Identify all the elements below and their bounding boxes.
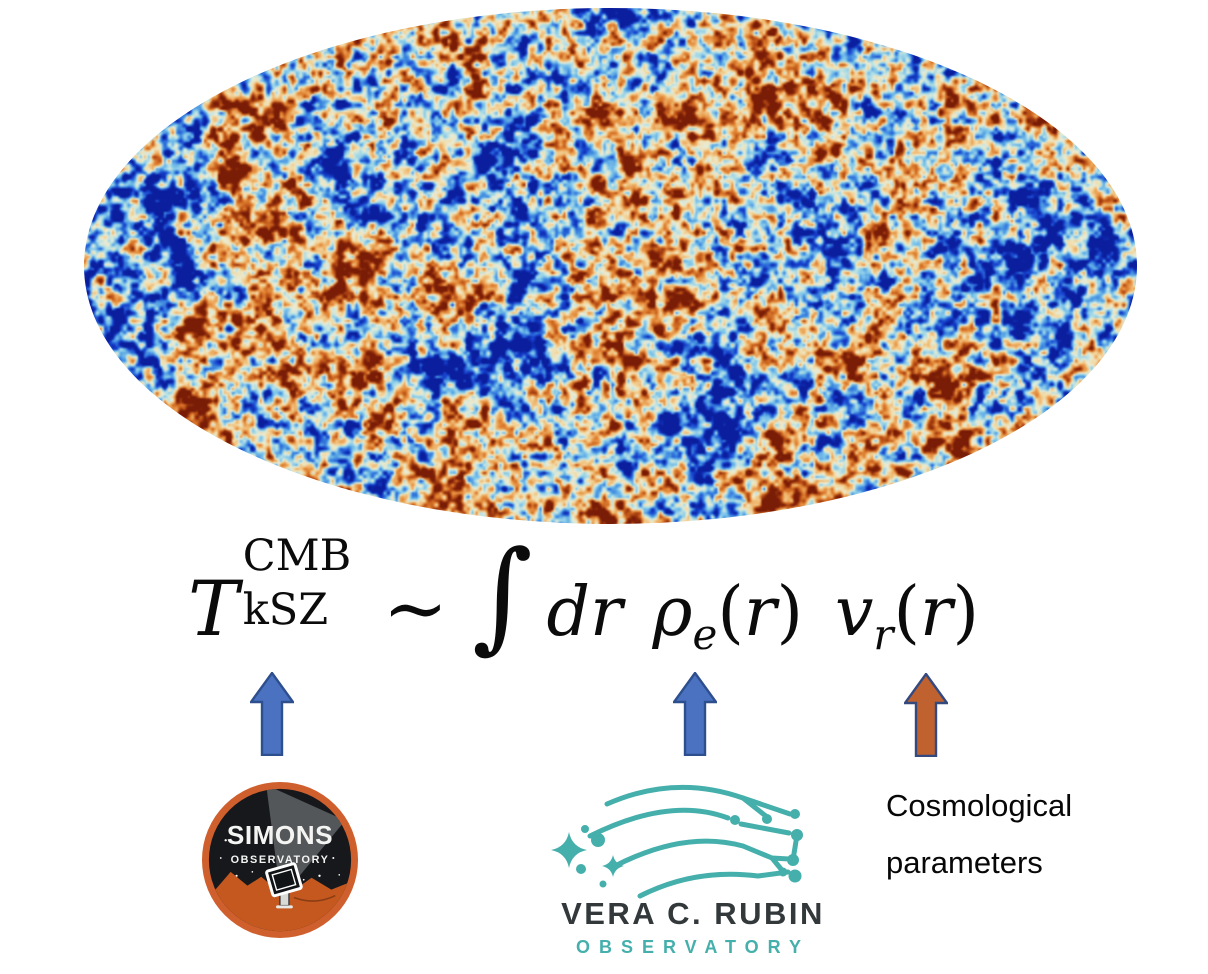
equation-electron-density-term: ρe(r): [652, 573, 803, 659]
star-trail-nodes: [576, 809, 803, 888]
arrow-to-vr: [904, 673, 948, 757]
cosmo-label-line1: Cosmological: [886, 788, 1073, 823]
equation-subscript-ksz: kSZ: [242, 585, 329, 635]
up-arrow-icon: [904, 673, 948, 757]
equation-temperature-symbol: T: [188, 564, 239, 653]
simons-logo-title: SIMONS: [227, 820, 333, 850]
equation-superscript-cmb: CMB: [242, 531, 352, 581]
mountain-ridge-line: [293, 894, 336, 902]
rho-subscript-e: e: [692, 610, 718, 659]
arrow-to-rho-e: [673, 672, 717, 756]
cosmological-parameters-label: Cosmological parameters: [886, 777, 1072, 891]
cmb-sky-map: [84, 8, 1137, 524]
integral-symbol: ∫: [472, 525, 533, 666]
equation-radial-velocity-term: vr(r): [834, 573, 980, 659]
arrow-to-tksz: [250, 672, 294, 756]
rubin-logo-title: VERA C. RUBIN: [561, 896, 825, 931]
simons-logo-subtitle: OBSERVATORY: [231, 854, 330, 866]
telescope-icon: [265, 862, 303, 909]
equation-measure-dr: dr: [546, 573, 623, 652]
simons-observatory-logo: SIMONS OBSERVATORY: [201, 781, 359, 939]
up-arrow-icon: [250, 672, 294, 756]
sparkle-stars: [551, 832, 624, 877]
cosmo-label-line2: parameters: [886, 845, 1043, 880]
v-subscript-r: r: [873, 610, 894, 659]
up-arrow-icon: [673, 672, 717, 756]
star-trail-arcs: [587, 784, 800, 899]
rubin-logo-subtitle: OBSERVATORY: [576, 937, 810, 957]
rubin-observatory-logo: VERA C. RUBIN OBSERVATORY: [551, 784, 825, 957]
similar-to-symbol: ∼: [382, 564, 449, 654]
ksz-equation: T CMB kSZ ∼ ∫ dr ρe(r) vr(r): [188, 525, 980, 688]
